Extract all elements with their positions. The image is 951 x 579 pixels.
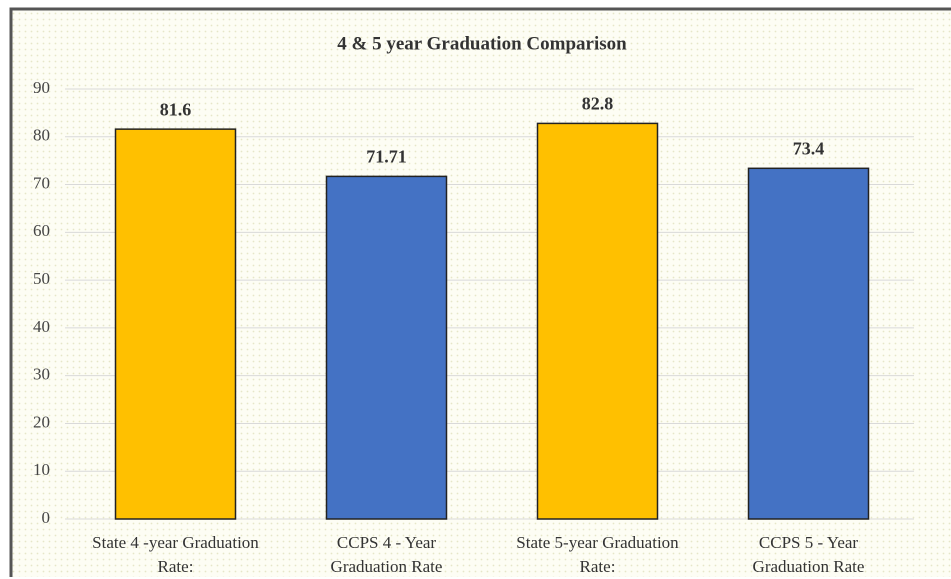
- bar: [325, 175, 448, 520]
- bar: [114, 128, 237, 520]
- y-tick-label: 40: [33, 317, 50, 336]
- y-tick-label: 0: [42, 508, 51, 527]
- data-label: 82.8: [582, 94, 614, 114]
- bar: [536, 122, 659, 520]
- x-tick-label: State 5-year Graduation Rate:: [516, 533, 679, 576]
- y-tick-label: 90: [33, 78, 50, 97]
- data-label: 73.4: [793, 138, 825, 158]
- x-tick-label: CCPS 4 - Year Graduation Rate: [330, 533, 443, 576]
- y-tick-label: 80: [33, 126, 50, 145]
- y-tick-label: 70: [33, 173, 50, 192]
- data-label: 71.71: [366, 147, 407, 167]
- bar: [747, 167, 870, 520]
- y-tick-label: 50: [33, 269, 50, 288]
- x-tick-label: State 4 -year Graduation Rate:: [92, 533, 259, 576]
- y-tick-label: 20: [33, 412, 50, 431]
- y-tick-label: 60: [33, 221, 50, 240]
- data-label: 81.6: [160, 99, 192, 119]
- chart-title: 4 & 5 year Graduation Comparison: [337, 33, 627, 54]
- y-tick-label: 10: [33, 460, 50, 479]
- x-tick-label: CCPS 5 - Year Graduation Rate: [752, 533, 865, 576]
- y-tick-label: 30: [33, 365, 50, 384]
